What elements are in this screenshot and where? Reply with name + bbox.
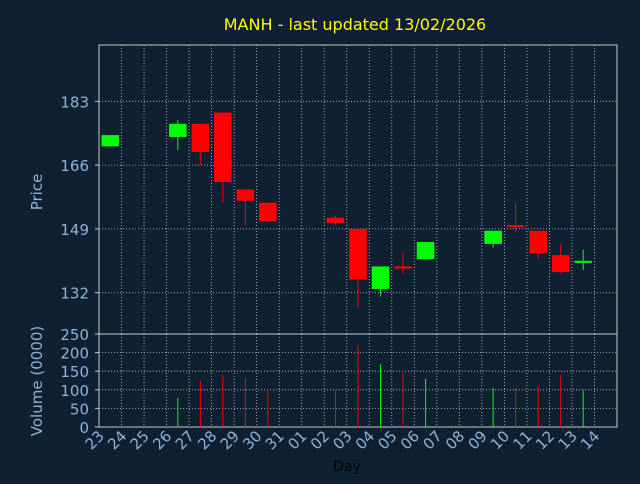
- candle-body: [574, 260, 593, 263]
- candle-body: [416, 242, 435, 259]
- volume-axis-label: Volume (0000): [28, 326, 46, 436]
- candle-body: [394, 266, 412, 269]
- price-tick-label: 166: [60, 157, 89, 175]
- price-tick-label: 183: [60, 93, 89, 111]
- candle-body: [371, 266, 390, 289]
- candle-body: [101, 135, 120, 147]
- volume-tick-label: 250: [60, 326, 89, 344]
- candle-body: [326, 217, 345, 224]
- candle-body: [551, 255, 570, 273]
- candle-body: [529, 230, 547, 254]
- x-tick-label: 14: [577, 427, 603, 453]
- volume-tick-label: 150: [60, 363, 89, 381]
- candle-body: [191, 123, 210, 152]
- candle-body: [214, 112, 232, 182]
- candle-body: [506, 225, 525, 228]
- candle-body: [259, 202, 277, 222]
- candle-body: [236, 189, 255, 201]
- volume-tick-label: 0: [79, 419, 89, 437]
- volume-tick-label: 200: [60, 345, 89, 363]
- x-axis-label: Day: [333, 459, 361, 475]
- candle-body: [169, 123, 187, 137]
- volume-tick-label: 50: [70, 400, 89, 418]
- candle-body: [484, 230, 502, 244]
- volume-tick-label: 100: [60, 382, 89, 400]
- price-panel: 132 149 166 183: [60, 44, 618, 335]
- price-tick-label: 132: [60, 285, 89, 303]
- price-axis-label: Price: [28, 174, 46, 211]
- candle-body: [349, 228, 367, 280]
- price-tick-label: 149: [60, 221, 89, 239]
- chart-title: MANH - last updated 13/02/2026: [224, 15, 486, 34]
- volume-panel: 0501001502002502324252627282930310102030…: [60, 326, 618, 453]
